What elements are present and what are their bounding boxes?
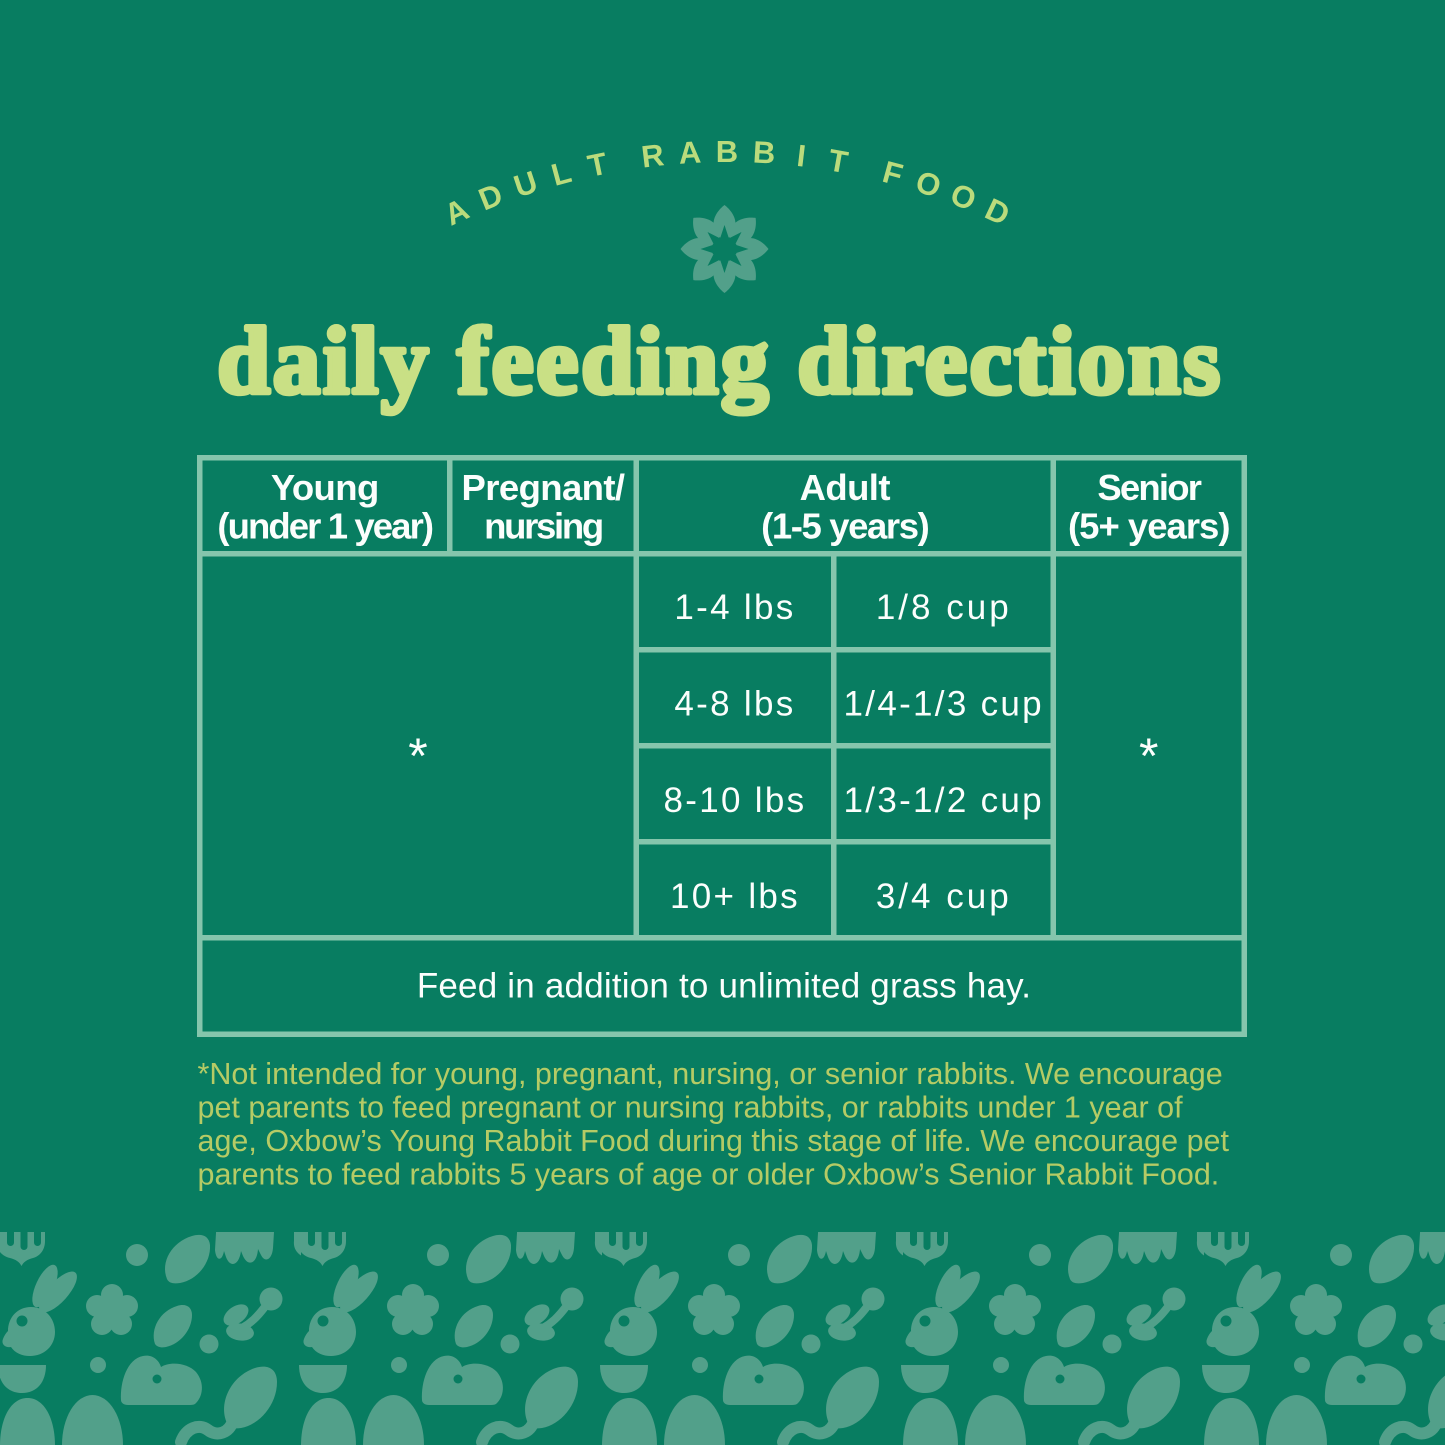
svg-text:(under 1 year): (under 1 year) xyxy=(217,506,433,547)
svg-text:age, Oxbow’s Young Rabbit Food: age, Oxbow’s Young Rabbit Food during th… xyxy=(198,1124,1230,1158)
svg-text:parents to feed rabbits 5 year: parents to feed rabbits 5 years of age o… xyxy=(198,1158,1220,1192)
svg-text:*Not intended for young, pregn: *Not intended for young, pregnant, nursi… xyxy=(198,1057,1223,1091)
svg-text:B: B xyxy=(752,134,776,170)
svg-text:Adult: Adult xyxy=(800,467,891,508)
svg-text:(1-5 years): (1-5 years) xyxy=(761,506,928,547)
svg-text:daily feeding directions: daily feeding directions xyxy=(217,308,1222,414)
svg-text:Feed in addition to unlimited: Feed in addition to unlimited grass hay. xyxy=(417,967,1031,1006)
svg-text:8-10 lbs: 8-10 lbs xyxy=(664,781,807,820)
svg-text:B: B xyxy=(716,134,738,169)
svg-text:10+ lbs: 10+ lbs xyxy=(670,877,800,916)
svg-text:Senior: Senior xyxy=(1097,467,1201,508)
svg-text:*: * xyxy=(1139,728,1158,784)
svg-text:1-4 lbs: 1-4 lbs xyxy=(674,588,795,627)
svg-text:1/8 cup: 1/8 cup xyxy=(876,588,1012,627)
svg-text:1/3-1/2 cup: 1/3-1/2 cup xyxy=(844,781,1044,820)
svg-text:A: A xyxy=(678,134,702,170)
svg-text:1/4-1/3 cup: 1/4-1/3 cup xyxy=(844,685,1044,724)
svg-text:4-8 lbs: 4-8 lbs xyxy=(674,685,795,724)
svg-text:pet parents to feed pregnant o: pet parents to feed pregnant or nursing … xyxy=(198,1091,1184,1125)
svg-text:R: R xyxy=(639,137,665,174)
svg-text:3/4 cup: 3/4 cup xyxy=(876,877,1012,916)
svg-text:*: * xyxy=(408,728,427,784)
svg-text:I: I xyxy=(795,138,808,174)
svg-text:nursing: nursing xyxy=(484,506,602,547)
svg-text:Young: Young xyxy=(271,467,379,508)
svg-text:(5+ years): (5+ years) xyxy=(1068,506,1229,547)
svg-text:Pregnant/: Pregnant/ xyxy=(462,467,625,508)
